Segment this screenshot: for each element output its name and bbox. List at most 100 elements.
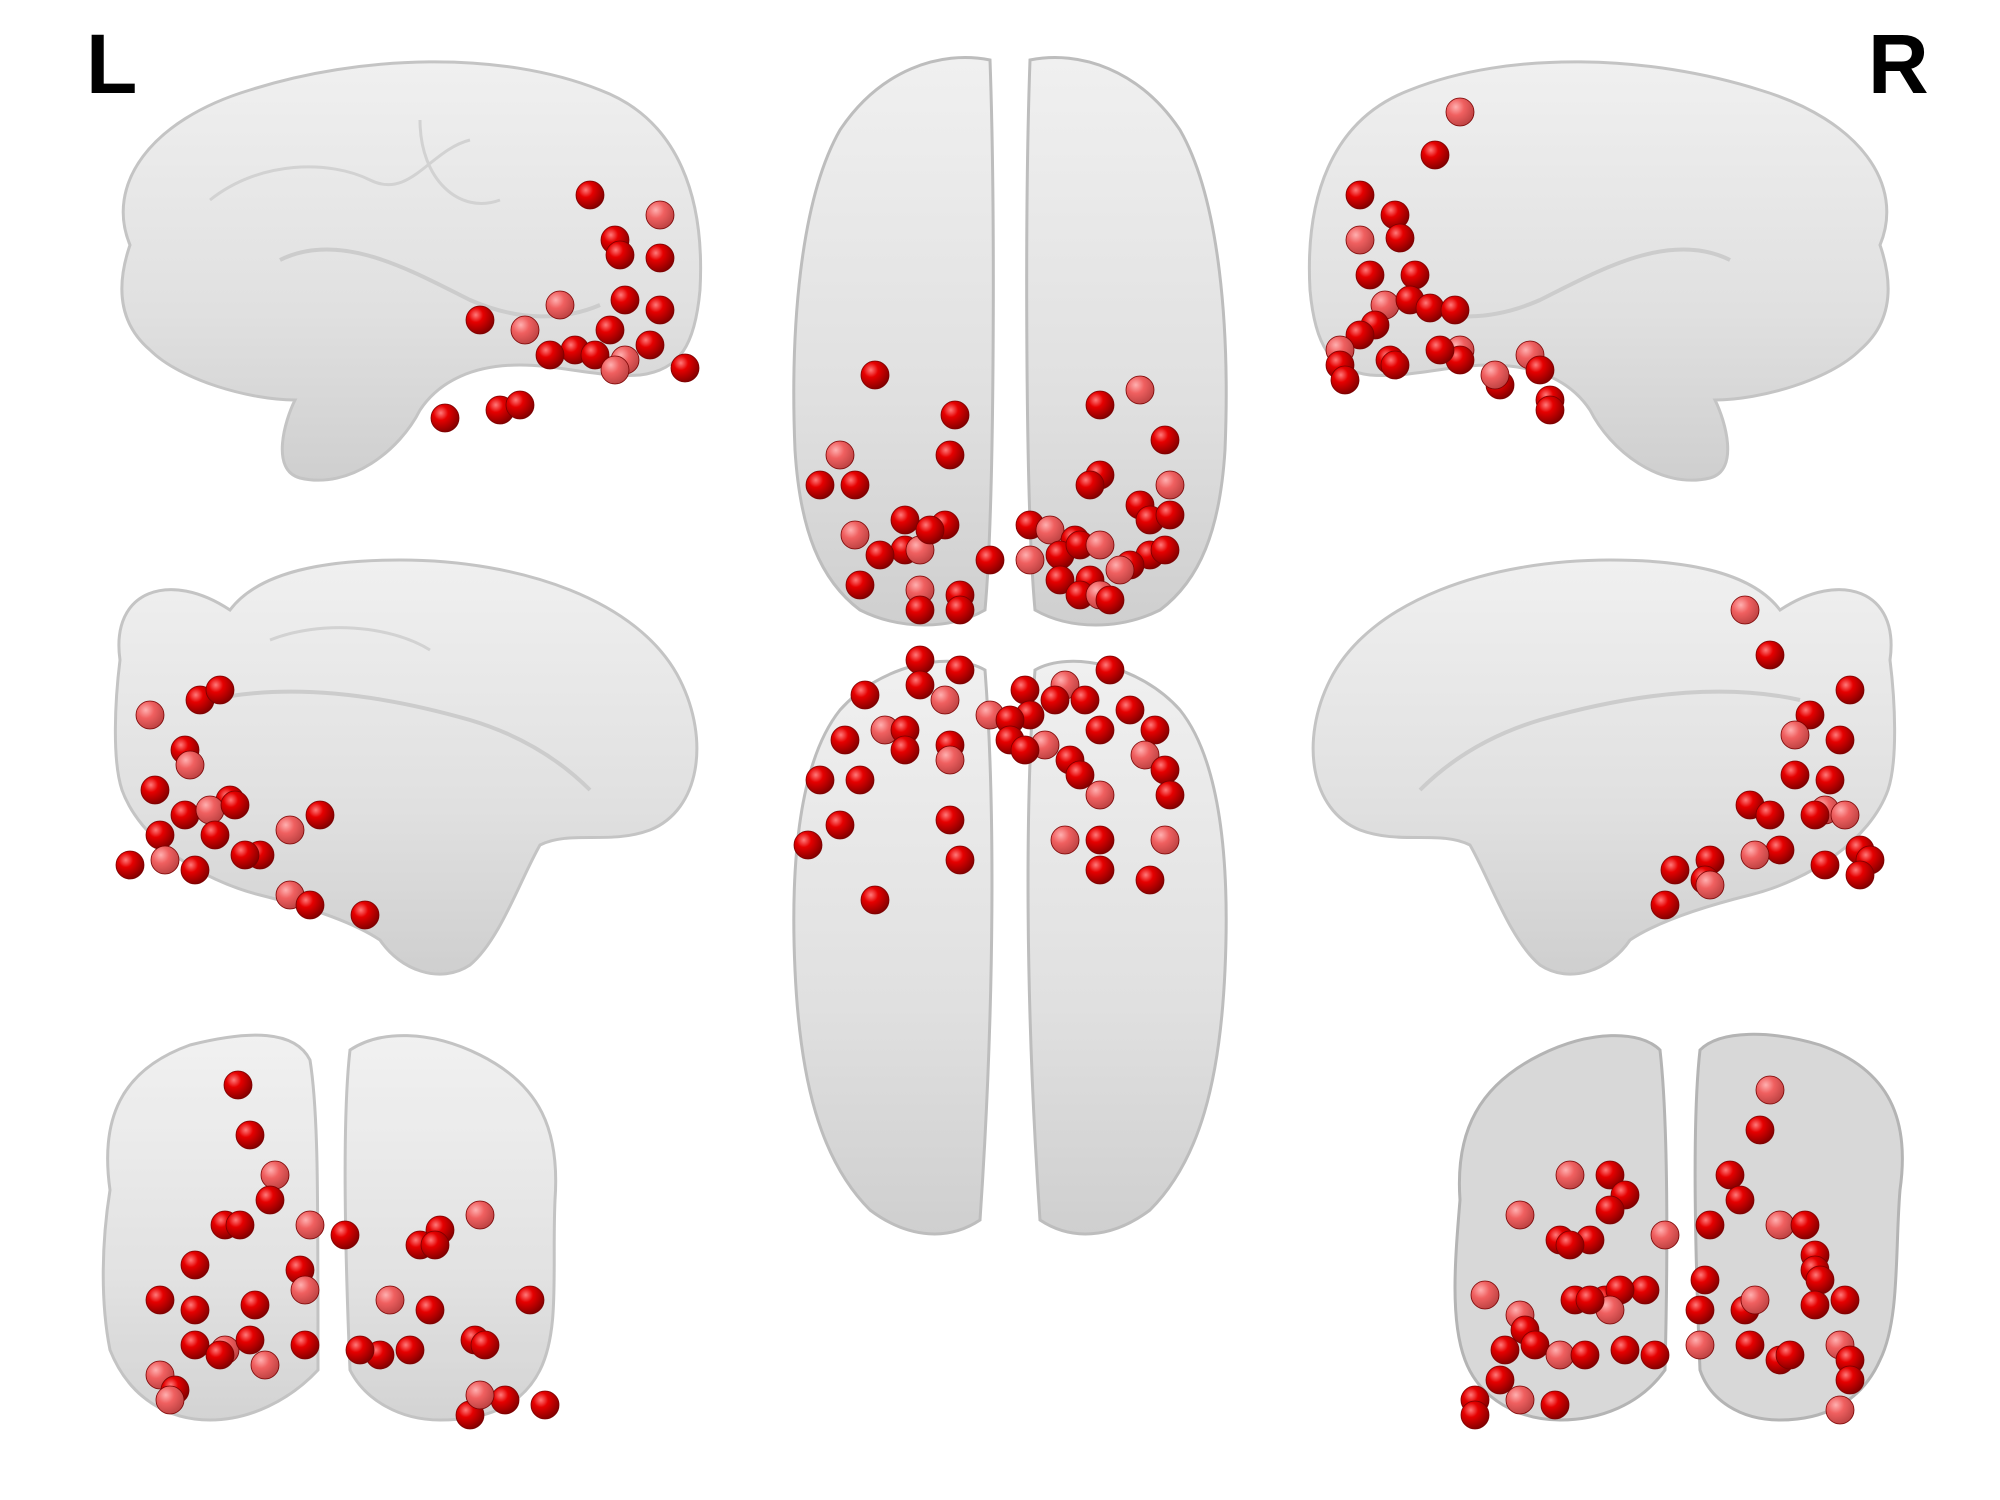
network-node xyxy=(1725,1185,1755,1215)
brain-sulcus xyxy=(269,626,431,652)
brain-surface xyxy=(1311,558,1897,976)
network-node xyxy=(1730,595,1760,625)
network-node xyxy=(1150,825,1180,855)
network-node xyxy=(865,540,895,570)
network-node xyxy=(645,243,675,273)
network-node xyxy=(1795,700,1825,730)
network-node xyxy=(1040,685,1070,715)
network-node xyxy=(1685,1295,1715,1325)
network-node xyxy=(905,670,935,700)
network-node xyxy=(1835,1365,1865,1395)
network-node xyxy=(1385,223,1415,253)
network-node xyxy=(1155,780,1185,810)
network-node xyxy=(1715,1160,1745,1190)
network-node xyxy=(935,440,965,470)
network-node xyxy=(905,645,935,675)
network-node xyxy=(1345,320,1375,350)
network-node xyxy=(1105,555,1135,585)
brain-sulcus xyxy=(1418,689,1801,792)
network-node xyxy=(1845,860,1875,890)
network-node xyxy=(1800,800,1830,830)
network-node xyxy=(1505,1385,1535,1415)
network-node xyxy=(1735,1330,1765,1360)
network-node xyxy=(305,800,335,830)
network-node xyxy=(1540,1390,1570,1420)
network-node xyxy=(465,1380,495,1410)
network-node xyxy=(1650,1220,1680,1250)
network-node xyxy=(1650,890,1680,920)
network-node xyxy=(470,1330,500,1360)
left-hemisphere-label: L xyxy=(86,17,138,111)
network-node xyxy=(1545,1340,1575,1370)
network-node xyxy=(1630,1275,1660,1305)
network-node xyxy=(1065,760,1095,790)
network-node xyxy=(860,360,890,390)
network-node xyxy=(945,845,975,875)
posterior-left-brain-view xyxy=(101,1033,558,1422)
network-node xyxy=(1460,1400,1490,1430)
network-node xyxy=(115,850,145,880)
network-node xyxy=(1095,655,1125,685)
brain-surface xyxy=(792,56,995,627)
network-node xyxy=(230,840,260,870)
network-node xyxy=(1010,675,1040,705)
network-node xyxy=(1685,1330,1715,1360)
network-node xyxy=(1085,825,1115,855)
network-node xyxy=(890,735,920,765)
network-node xyxy=(420,1230,450,1260)
network-node xyxy=(1555,1230,1585,1260)
network-node xyxy=(805,765,835,795)
network-node xyxy=(235,1325,265,1355)
network-node xyxy=(580,340,610,370)
brain-sulcus xyxy=(209,138,471,202)
network-node xyxy=(1345,180,1375,210)
network-node xyxy=(1525,355,1555,385)
network-node xyxy=(255,1185,285,1215)
network-node xyxy=(845,765,875,795)
brain-surface xyxy=(113,558,699,976)
right-medial-brain-view xyxy=(1311,558,1897,976)
network-node xyxy=(930,685,960,715)
network-node xyxy=(145,1285,175,1315)
network-node xyxy=(825,440,855,470)
network-node xyxy=(515,1285,545,1315)
network-node xyxy=(1135,865,1165,895)
brain-surface xyxy=(792,659,994,1236)
network-node xyxy=(935,805,965,835)
network-node xyxy=(1085,855,1115,885)
network-node xyxy=(1115,695,1145,725)
network-node xyxy=(645,200,675,230)
network-node xyxy=(535,340,565,370)
brain-sulcus xyxy=(209,689,592,792)
network-node xyxy=(145,820,175,850)
network-node xyxy=(1125,375,1155,405)
network-node xyxy=(1045,565,1075,595)
network-node xyxy=(430,403,460,433)
network-node xyxy=(915,515,945,545)
network-node xyxy=(260,1160,290,1190)
network-node xyxy=(670,353,700,383)
network-node xyxy=(975,545,1005,575)
network-node xyxy=(1420,140,1450,170)
network-node xyxy=(415,1295,445,1325)
network-node xyxy=(510,315,540,345)
network-node xyxy=(295,1210,325,1240)
network-node xyxy=(830,725,860,755)
network-node xyxy=(890,505,920,535)
network-node xyxy=(1810,850,1840,880)
network-node xyxy=(935,745,965,775)
network-nodes xyxy=(115,97,1885,1430)
network-node xyxy=(1075,470,1105,500)
network-node xyxy=(250,1350,280,1380)
network-node xyxy=(175,750,205,780)
network-node xyxy=(575,180,605,210)
network-node xyxy=(545,290,575,320)
network-node xyxy=(350,900,380,930)
network-node xyxy=(1595,1160,1625,1190)
network-node xyxy=(1010,735,1040,765)
network-node xyxy=(140,775,170,805)
network-node xyxy=(1085,390,1115,420)
network-node xyxy=(1520,1330,1550,1360)
network-node xyxy=(595,315,625,345)
network-node xyxy=(805,470,835,500)
